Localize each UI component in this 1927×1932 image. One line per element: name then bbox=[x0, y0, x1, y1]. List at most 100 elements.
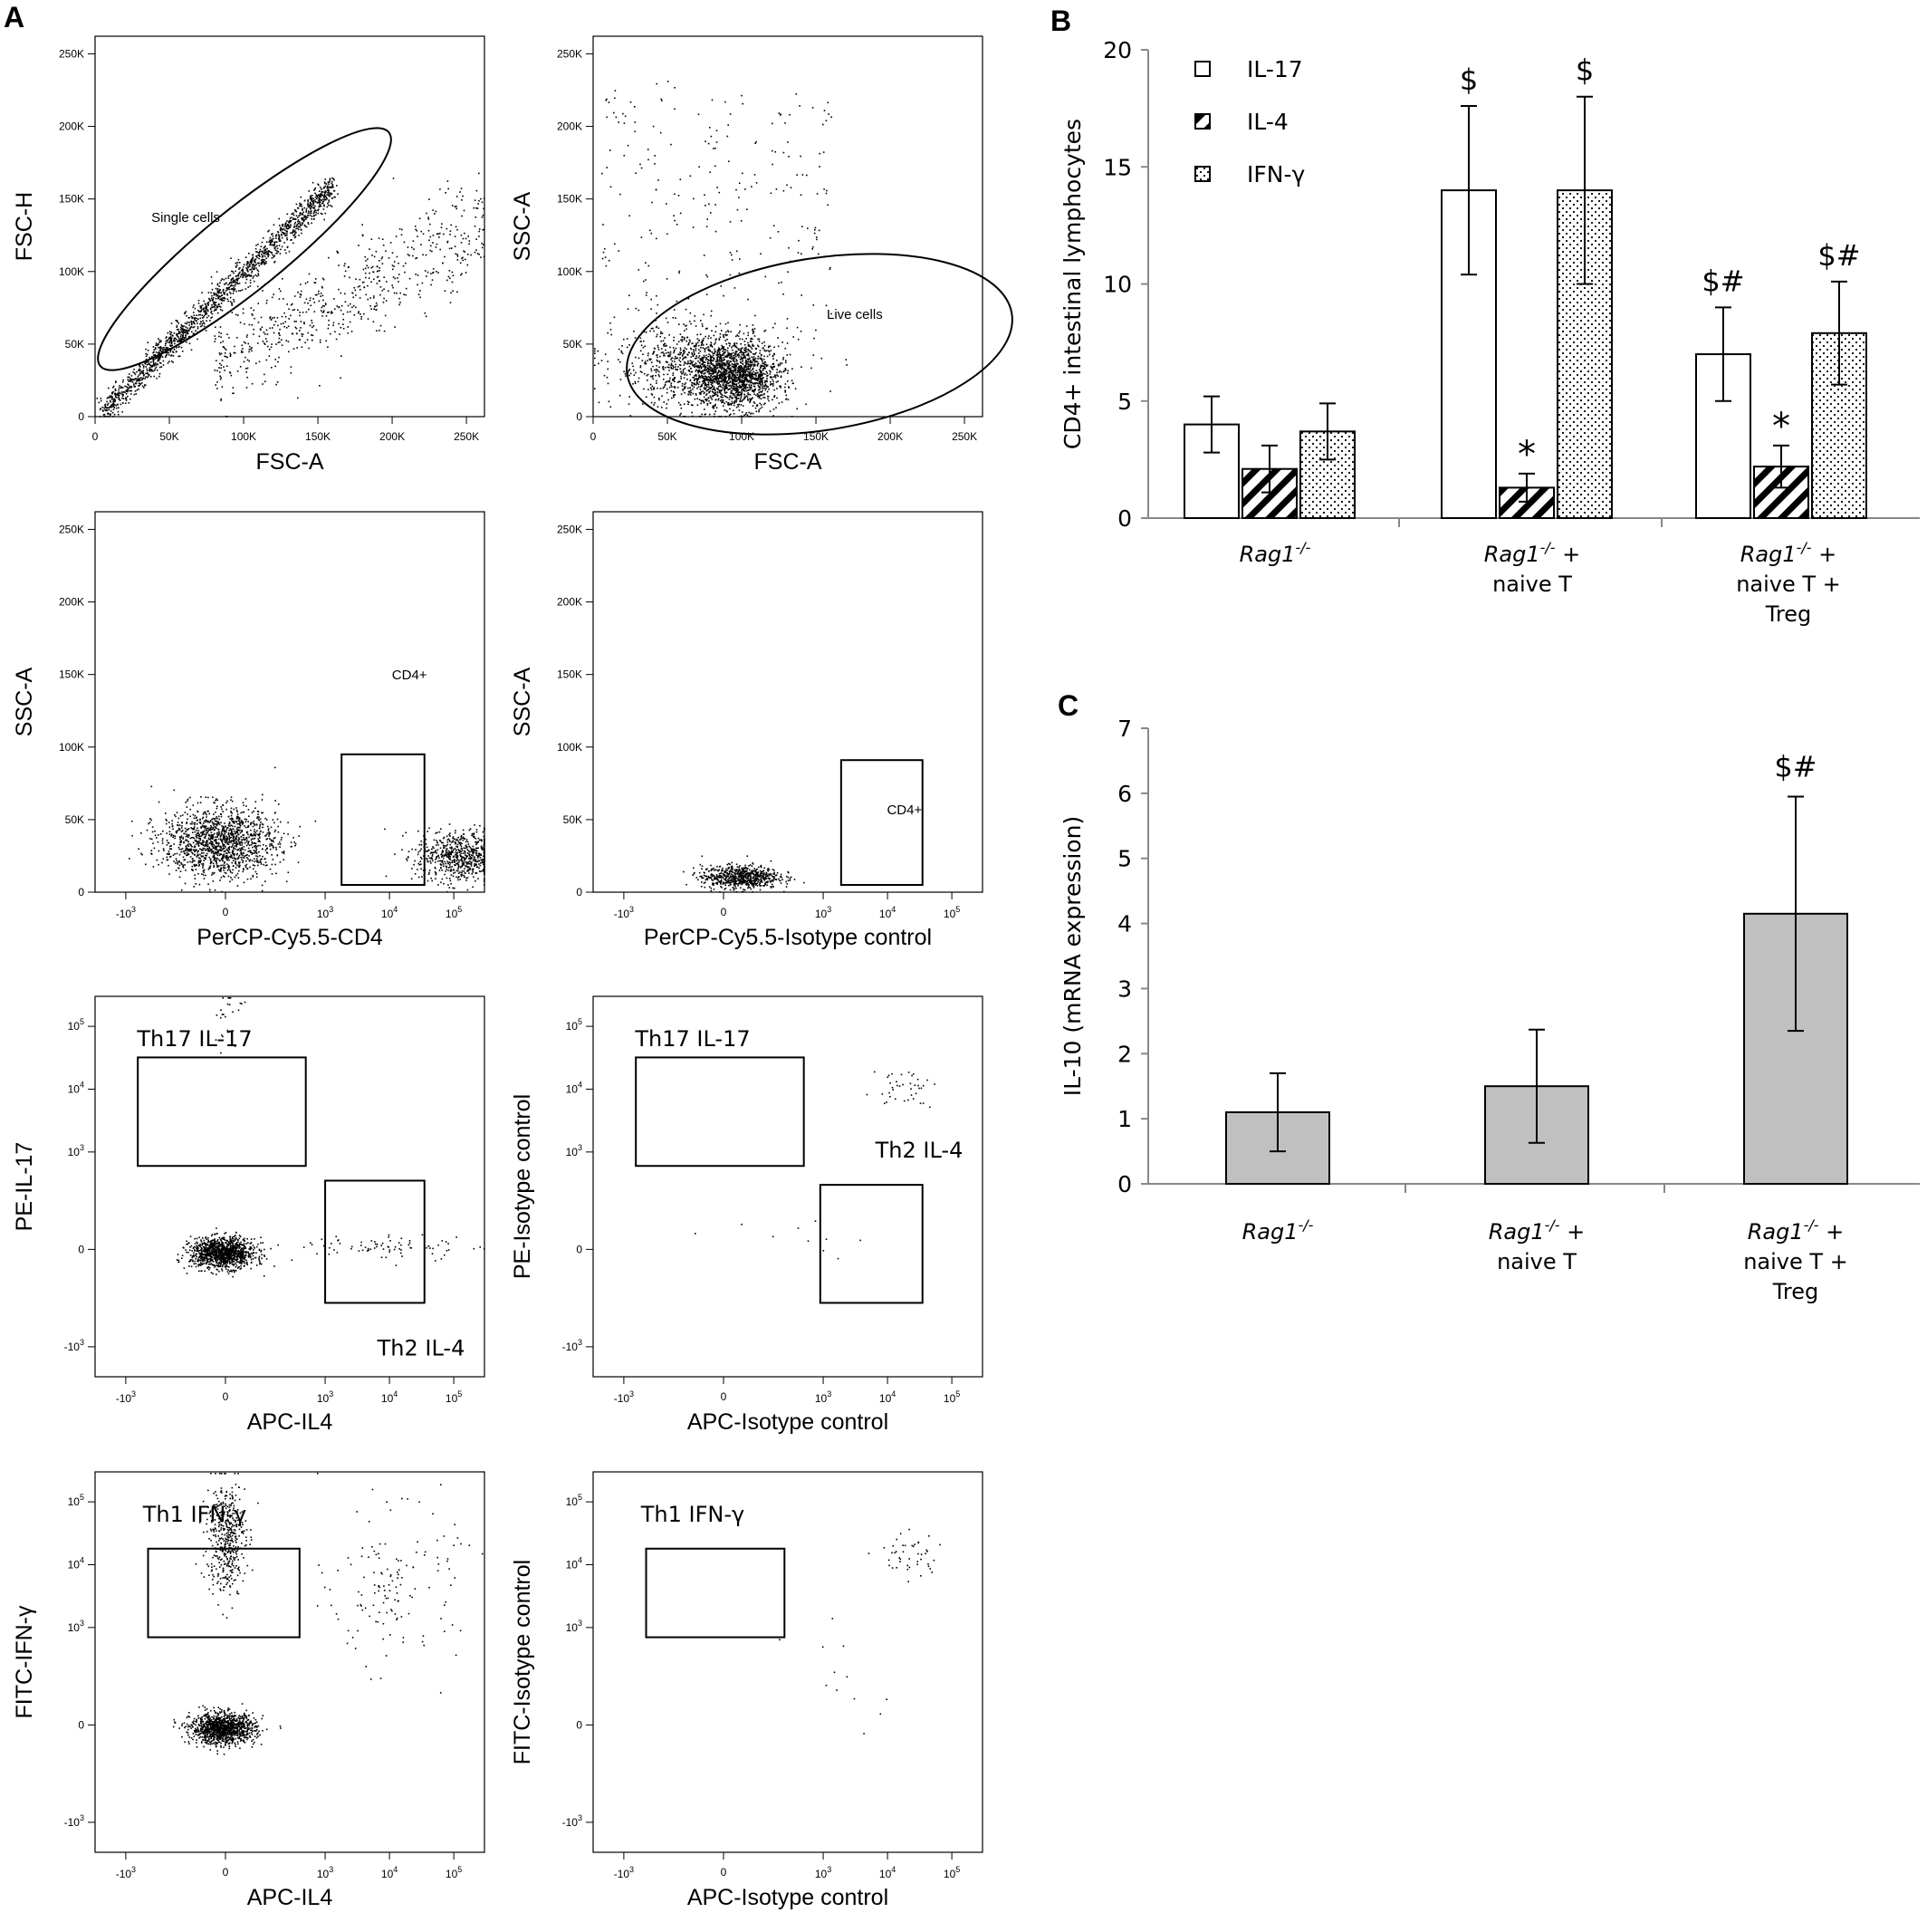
event-dot bbox=[768, 351, 771, 353]
event-dot bbox=[645, 363, 647, 365]
event-dot bbox=[376, 283, 379, 284]
event-dot bbox=[99, 416, 101, 418]
event-dot bbox=[219, 378, 222, 380]
event-dot bbox=[292, 303, 293, 305]
event-dot bbox=[763, 363, 765, 365]
event-dot bbox=[432, 242, 434, 244]
event-dot bbox=[334, 308, 336, 310]
event-dot bbox=[716, 387, 719, 389]
event-dot bbox=[713, 372, 714, 374]
event-dot bbox=[299, 339, 301, 341]
event-dot bbox=[645, 396, 647, 399]
event-dot bbox=[714, 368, 715, 370]
event-dot bbox=[250, 262, 253, 264]
event-dot bbox=[714, 348, 716, 351]
event-dot bbox=[369, 297, 371, 299]
event-dot bbox=[724, 384, 727, 386]
event-dot bbox=[271, 244, 273, 246]
event-dot bbox=[728, 344, 731, 347]
event-dot bbox=[299, 226, 301, 228]
event-dot bbox=[751, 348, 753, 350]
event-dot bbox=[721, 344, 723, 347]
event-dot bbox=[773, 353, 775, 356]
event-dot bbox=[264, 380, 266, 382]
event-dot bbox=[746, 378, 748, 380]
event-dot bbox=[702, 380, 705, 382]
event-dot bbox=[706, 399, 708, 401]
event-dot bbox=[251, 347, 253, 349]
event-dot bbox=[705, 335, 706, 338]
event-dot bbox=[196, 320, 197, 322]
event-dot bbox=[666, 380, 668, 383]
event-dot bbox=[663, 401, 665, 403]
event-dot bbox=[156, 377, 158, 380]
event-dot bbox=[664, 384, 666, 387]
event-dot bbox=[213, 854, 216, 857]
event-dot bbox=[738, 378, 741, 380]
event-dot bbox=[699, 389, 702, 390]
event-dot bbox=[321, 191, 324, 193]
event-dot bbox=[284, 223, 287, 226]
event-dot bbox=[736, 397, 738, 399]
event-dot bbox=[216, 381, 218, 383]
event-dot bbox=[750, 380, 753, 382]
event-dot bbox=[734, 352, 737, 354]
event-dot bbox=[777, 363, 780, 366]
event-dot bbox=[792, 336, 794, 338]
event-dot bbox=[743, 354, 745, 356]
event-dot bbox=[715, 354, 717, 356]
event-dot bbox=[772, 366, 773, 369]
event-dot bbox=[127, 383, 129, 385]
event-dot bbox=[192, 804, 195, 806]
event-dot bbox=[764, 383, 767, 385]
event-dot bbox=[690, 348, 693, 351]
event-dot bbox=[238, 262, 241, 264]
event-dot bbox=[702, 399, 704, 401]
event-dot bbox=[286, 220, 288, 222]
event-dot bbox=[756, 393, 759, 395]
event-dot bbox=[247, 342, 249, 345]
event-dot bbox=[762, 386, 763, 388]
event-dot bbox=[697, 371, 700, 374]
event-dot bbox=[217, 303, 219, 305]
event-dot bbox=[695, 344, 696, 347]
event-dot bbox=[641, 360, 644, 361]
event-dot bbox=[670, 362, 673, 365]
event-dot bbox=[281, 231, 283, 234]
event-dot bbox=[721, 354, 724, 357]
event-dot bbox=[710, 310, 713, 312]
event-dot bbox=[638, 269, 640, 271]
event-dot bbox=[757, 345, 760, 348]
event-dot bbox=[215, 326, 216, 328]
event-dot bbox=[330, 332, 331, 335]
event-dot bbox=[305, 211, 307, 213]
event-dot bbox=[112, 406, 115, 408]
event-dot bbox=[203, 311, 206, 312]
event-dot bbox=[666, 322, 669, 323]
event-dot bbox=[274, 249, 277, 252]
event-dot bbox=[460, 274, 462, 276]
event-dot bbox=[211, 299, 214, 301]
event-dot bbox=[403, 241, 406, 244]
event-dot bbox=[732, 380, 733, 382]
event-dot bbox=[760, 370, 762, 371]
event-dot bbox=[216, 854, 219, 857]
event-dot bbox=[724, 375, 726, 378]
event-dot bbox=[714, 230, 717, 233]
event-dot bbox=[714, 405, 715, 407]
event-dot bbox=[125, 386, 128, 388]
event-dot bbox=[271, 241, 273, 243]
event-dot bbox=[107, 396, 110, 399]
event-dot bbox=[770, 376, 772, 378]
event-dot bbox=[716, 388, 718, 389]
event-dot bbox=[684, 391, 685, 394]
event-dot bbox=[219, 353, 221, 356]
event-dot bbox=[250, 260, 252, 262]
event-dot bbox=[653, 369, 656, 371]
event-dot bbox=[199, 322, 201, 325]
event-dot bbox=[400, 234, 403, 235]
event-dot bbox=[344, 270, 347, 273]
event-dot bbox=[739, 399, 742, 400]
event-dot bbox=[690, 360, 693, 362]
event-dot bbox=[328, 319, 330, 322]
